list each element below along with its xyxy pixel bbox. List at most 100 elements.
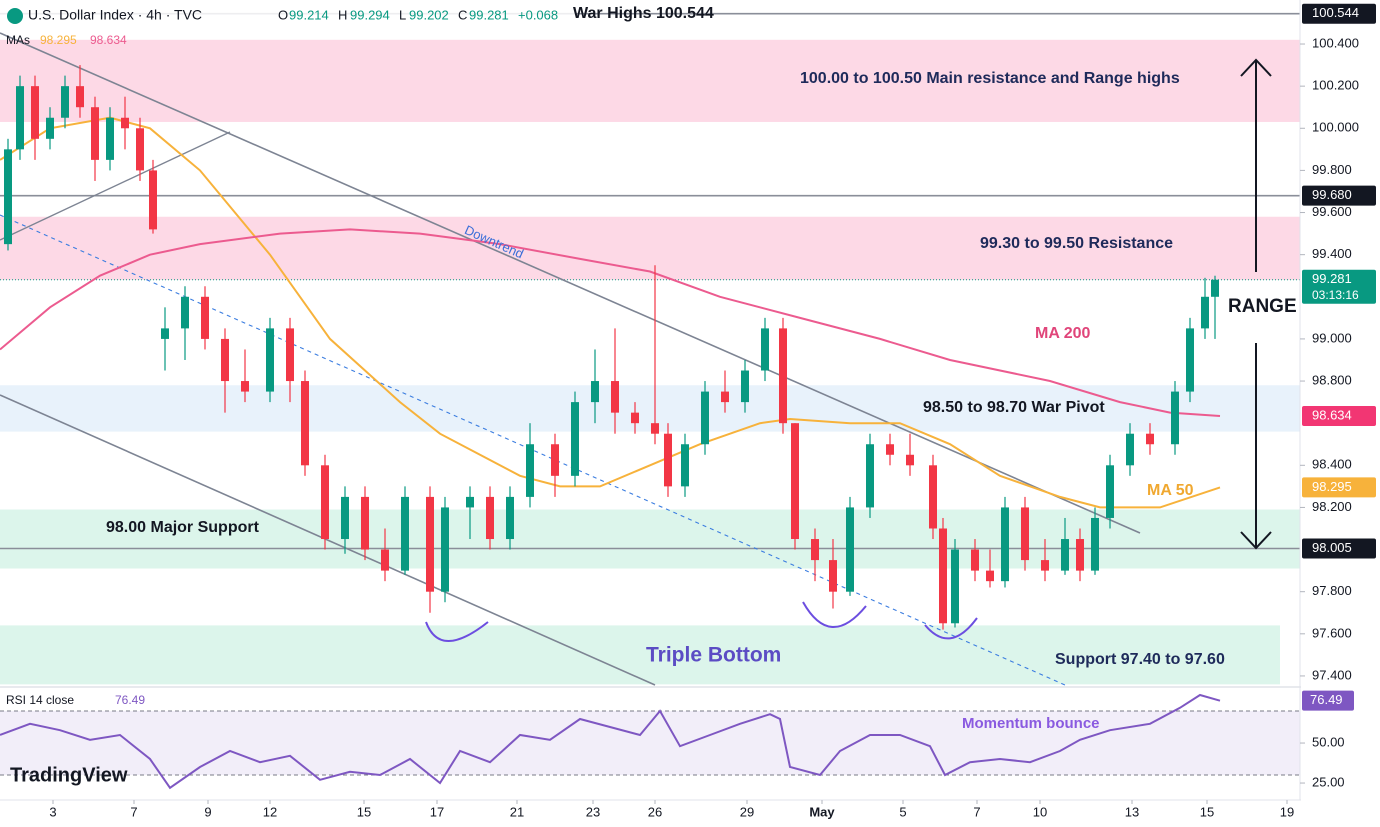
candle-body bbox=[1126, 433, 1134, 466]
candle-body bbox=[381, 549, 389, 571]
x-tick-label: 7 bbox=[130, 804, 137, 819]
candle-body bbox=[301, 381, 309, 466]
annotation: 98.50 to 98.70 War Pivot bbox=[923, 399, 1105, 416]
annotation: 98.00 Major Support bbox=[106, 519, 260, 536]
candle-body bbox=[16, 86, 24, 150]
change: +0.068 bbox=[518, 7, 558, 22]
price-badge bbox=[1302, 269, 1376, 304]
rsi-value: 76.49 bbox=[115, 693, 145, 707]
annotation: Support 97.40 to 97.60 bbox=[1055, 651, 1225, 668]
trend-line bbox=[0, 131, 231, 241]
arrow-head bbox=[1240, 58, 1272, 77]
price-badge bbox=[1302, 406, 1376, 427]
price-badge bbox=[1302, 185, 1376, 206]
candle-body bbox=[121, 117, 129, 129]
candle-body bbox=[571, 402, 579, 476]
annotation: 100.00 to 100.50 Main resistance and Ran… bbox=[800, 70, 1180, 87]
candle-body bbox=[761, 328, 769, 371]
moving-average bbox=[0, 116, 1221, 509]
rsi-label: RSI 14 close bbox=[6, 693, 74, 707]
candle-body bbox=[1061, 539, 1069, 571]
price-badge bbox=[1302, 538, 1376, 559]
annotation: Triple Bottom bbox=[646, 644, 781, 667]
candle-body bbox=[1106, 465, 1114, 518]
price-badge bbox=[1302, 3, 1376, 24]
candle-body bbox=[1091, 517, 1099, 571]
x-tick-label: 29 bbox=[740, 804, 754, 819]
candle-body bbox=[1146, 433, 1154, 445]
candle-body bbox=[631, 412, 639, 424]
candle-body bbox=[401, 496, 409, 571]
annotation: 99.30 to 99.50 Resistance bbox=[980, 235, 1173, 252]
candle-body bbox=[929, 465, 937, 529]
candle-body bbox=[441, 507, 449, 592]
y-tick-label: 99.400 bbox=[1312, 246, 1352, 261]
candle-body bbox=[1001, 507, 1009, 582]
candle-body bbox=[286, 328, 294, 382]
zone bbox=[0, 385, 1300, 432]
y-tick-label: 25.00 bbox=[1312, 774, 1345, 789]
y-tick-label: 100.000 bbox=[1312, 120, 1359, 135]
price-badge-label: 99.281 bbox=[1312, 271, 1352, 286]
candle-body bbox=[136, 128, 144, 171]
candle-body bbox=[866, 444, 874, 508]
price-badge-label: 98.295 bbox=[1312, 479, 1352, 494]
y-tick-label: 97.400 bbox=[1312, 667, 1352, 682]
countdown: 03:13:16 bbox=[1312, 288, 1359, 302]
ma-value: 98.295 bbox=[40, 33, 77, 47]
candle-body bbox=[181, 296, 189, 329]
y-tick-label: 100.200 bbox=[1312, 78, 1359, 93]
candle-body bbox=[829, 560, 837, 592]
candle-body bbox=[611, 381, 619, 413]
candle-body bbox=[161, 328, 169, 339]
ohlc-value: 99.214 bbox=[289, 7, 329, 22]
candle-body bbox=[1041, 560, 1049, 571]
rsi-band bbox=[0, 711, 1300, 776]
candle-body bbox=[1171, 391, 1179, 445]
x-tick-label: 13 bbox=[1125, 804, 1139, 819]
zone bbox=[0, 216, 1300, 280]
x-tick-label: 10 bbox=[1033, 804, 1047, 819]
candle-body bbox=[1186, 328, 1194, 392]
candle-body bbox=[791, 423, 799, 540]
x-tick-label: 17 bbox=[430, 804, 444, 819]
bottom-arc bbox=[425, 621, 489, 642]
y-tick-label: 98.400 bbox=[1312, 457, 1352, 472]
ohlc-key: O bbox=[278, 7, 288, 22]
y-tick-label: 99.800 bbox=[1312, 162, 1352, 177]
candle-body bbox=[741, 370, 749, 403]
candle-body bbox=[486, 496, 494, 540]
candle-body bbox=[321, 465, 329, 540]
ohlc-value: 99.294 bbox=[350, 7, 390, 22]
x-tick-label: 3 bbox=[49, 804, 56, 819]
arrow-head bbox=[1240, 531, 1272, 550]
trend-line bbox=[0, 32, 1141, 534]
annotation: RANGE bbox=[1228, 296, 1297, 317]
trend-line bbox=[0, 394, 656, 686]
ohlc-key: C bbox=[458, 7, 467, 22]
candle-body bbox=[681, 444, 689, 487]
y-tick-label: 99.600 bbox=[1312, 204, 1352, 219]
price-badge bbox=[1302, 477, 1376, 498]
candle-body bbox=[201, 296, 209, 339]
candle-body bbox=[31, 86, 39, 139]
candle-body bbox=[241, 381, 249, 392]
x-tick-label: 19 bbox=[1280, 804, 1294, 819]
candle-body bbox=[721, 391, 729, 403]
candle-body bbox=[221, 338, 229, 382]
y-tick-label: 98.200 bbox=[1312, 499, 1352, 514]
ohlc-value: 99.202 bbox=[409, 7, 449, 22]
y-tick-label: 50.00 bbox=[1312, 734, 1345, 749]
candle-body bbox=[939, 528, 947, 624]
price-badge-label: 99.680 bbox=[1312, 187, 1352, 202]
candle-body bbox=[149, 170, 157, 230]
candle-body bbox=[341, 496, 349, 540]
candle-body bbox=[76, 86, 84, 108]
x-tick-label: 12 bbox=[263, 804, 277, 819]
candle-body bbox=[971, 549, 979, 571]
candle-body bbox=[1021, 507, 1029, 561]
candle-body bbox=[4, 149, 12, 245]
annotation: Momentum bounce bbox=[962, 715, 1100, 732]
